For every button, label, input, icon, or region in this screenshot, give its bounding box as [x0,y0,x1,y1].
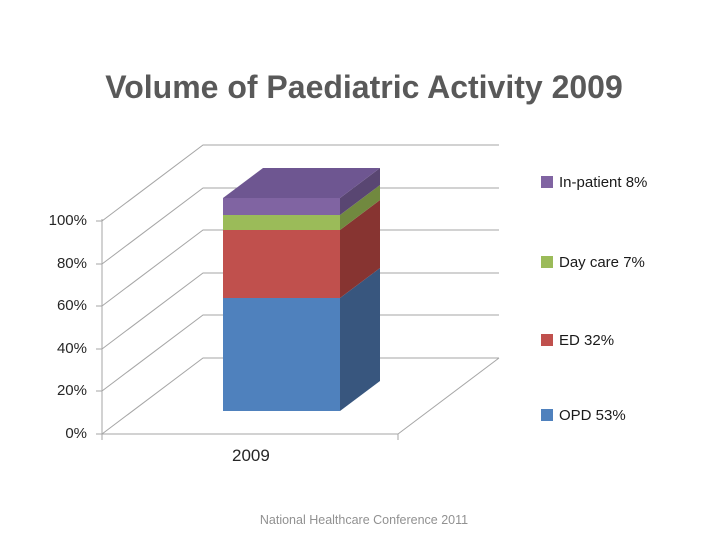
bar-inpatient-side [340,168,380,215]
legend-label: Day care 7% [559,254,645,271]
bar-2009 [223,168,380,411]
slide-title: Volume of Paediatric Activity 2009 [105,69,623,106]
footer-attribution: National Healthcare Conference 2011 [259,513,469,527]
y-axis-label-20: 20% [56,382,87,399]
y-axis-label-100: 100% [48,212,87,229]
legend-swatch-inpatient-icon [541,176,553,188]
bar-ed-front [223,230,340,298]
legend-item-opd: OPD 53% [541,407,626,425]
bar-daycare-side [340,185,380,230]
bar-inpatient-front [223,198,340,215]
y-axis-label-60: 60% [56,297,87,314]
legend-swatch-opd-icon [541,409,553,421]
legend-item-ed: ED 32% [541,332,614,350]
y-axis-label-40: 40% [56,340,87,357]
legend-item-inpatient: In-patient 8% [541,174,647,192]
legend-label: ED 32% [559,332,615,349]
legend-label: OPD 53% [559,407,626,424]
bar-daycare-front [223,215,340,230]
y-axis-label-0: 0% [65,425,87,442]
chart-gridlines [96,144,499,435]
legend-item-daycare: Day care 7% [541,254,645,272]
legend-swatch-ed-icon [541,334,553,346]
y-axis-label-80: 80% [56,255,87,272]
legend-swatch-daycare-icon [541,256,553,268]
bar-ed-side [340,200,380,298]
legend-label: In-patient 8% [559,174,648,191]
floor-right-edge [397,357,500,435]
chart-axes [101,219,500,440]
bar-inpatient-top [223,168,380,198]
x-axis-category-label: 2009 [232,446,270,465]
bar-opd-front [223,298,340,411]
bar-opd-side [340,268,380,411]
